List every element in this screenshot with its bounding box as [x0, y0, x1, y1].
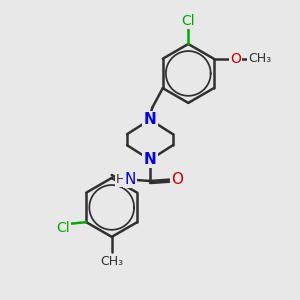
Text: N: N — [144, 112, 156, 127]
Text: Cl: Cl — [57, 221, 70, 235]
Text: O: O — [171, 172, 183, 187]
Text: CH₃: CH₃ — [100, 255, 123, 268]
Text: N: N — [124, 172, 136, 187]
Text: N: N — [144, 152, 156, 167]
Text: CH₃: CH₃ — [248, 52, 271, 65]
Text: H: H — [116, 173, 125, 186]
Text: Cl: Cl — [182, 14, 195, 28]
Text: O: O — [230, 52, 241, 66]
